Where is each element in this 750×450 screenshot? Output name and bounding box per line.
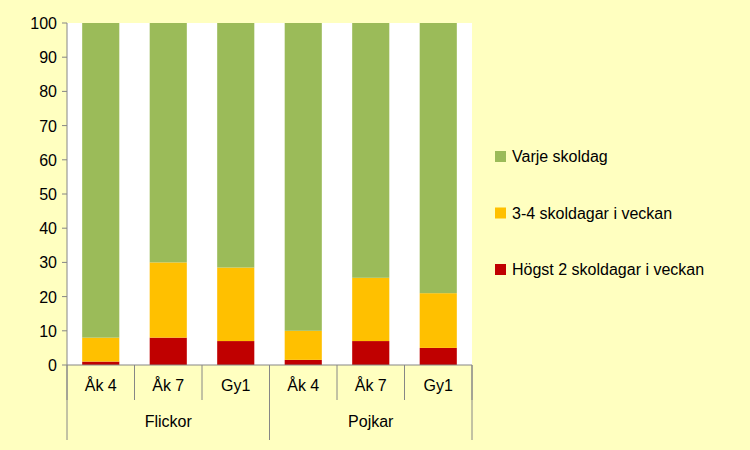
y-tick: [62, 23, 67, 24]
y-tick-label: 40: [39, 220, 57, 237]
bar-segment: [150, 262, 187, 337]
legend-label: Varje skoldag: [512, 148, 608, 165]
y-tick-label: 20: [39, 289, 57, 306]
x-tick-label: Åk 7: [355, 376, 387, 394]
x-tick: [337, 365, 338, 400]
legend-line: Varje skoldag: [512, 148, 608, 165]
y-tick-label: 60: [39, 152, 57, 169]
legend-line: 3-4 skoldagar i veckan: [512, 205, 672, 222]
x-tick-label: Åk 4: [287, 376, 319, 394]
x-tick: [404, 365, 405, 400]
legend-swatch: [495, 264, 506, 275]
legend-line: Högst 2 skoldagar i veckan: [512, 261, 704, 278]
bar-segment: [352, 23, 389, 278]
y-tick-label: 70: [39, 118, 57, 135]
x-tick-label: Åk 4: [85, 376, 117, 394]
bar-segment: [150, 338, 187, 365]
legend-swatch: [495, 151, 506, 162]
bar-segment: [420, 23, 457, 293]
bar-segment: [217, 268, 254, 342]
y-tick-label: 50: [39, 186, 57, 203]
group-label: Flickor: [145, 413, 193, 430]
group-separator: [269, 365, 270, 440]
y-tick-label: 0: [48, 357, 57, 374]
y-tick: [62, 262, 67, 263]
bar-segment: [420, 348, 457, 365]
y-tick: [62, 296, 67, 297]
y-tick-label: 100: [30, 15, 57, 32]
bar-segment: [352, 341, 389, 365]
bar-segment: [82, 338, 119, 362]
y-tick: [62, 125, 67, 126]
bar-segment: [217, 23, 254, 268]
plot-area: [67, 23, 472, 365]
bar-segment: [217, 341, 254, 365]
y-tick: [62, 91, 67, 92]
y-tick-label: 30: [39, 254, 57, 271]
y-tick: [62, 365, 67, 366]
x-tick-label: Gy1: [424, 377, 453, 394]
bar-segment: [420, 293, 457, 348]
bar-segment: [285, 23, 322, 331]
bar-segment: [150, 23, 187, 262]
group-separator: [472, 365, 473, 440]
y-tick-label: 80: [39, 83, 57, 100]
x-tick-label: Åk 7: [152, 376, 184, 394]
legend-label: 3-4 skoldagar i veckan: [512, 205, 672, 222]
y-tick: [62, 330, 67, 331]
bar-segment: [285, 360, 322, 365]
y-tick: [62, 57, 67, 58]
group-separator: [67, 365, 68, 440]
bar-segment: [82, 362, 119, 365]
group-label: Pojkar: [348, 413, 394, 430]
legend-label: Högst 2 skoldagar i veckan: [512, 261, 704, 278]
x-tick: [202, 365, 203, 400]
y-tick: [62, 194, 67, 195]
y-tick: [62, 159, 67, 160]
background: [0, 0, 750, 450]
bar-segment: [82, 23, 119, 338]
y-tick: [62, 228, 67, 229]
y-tick-label: 90: [39, 49, 57, 66]
bars: [82, 23, 457, 365]
legend-swatch: [495, 208, 506, 219]
y-tick-label: 10: [39, 323, 57, 340]
x-tick-label: Gy1: [221, 377, 250, 394]
bar-segment: [285, 331, 322, 360]
x-tick: [134, 365, 135, 400]
bar-segment: [352, 278, 389, 341]
